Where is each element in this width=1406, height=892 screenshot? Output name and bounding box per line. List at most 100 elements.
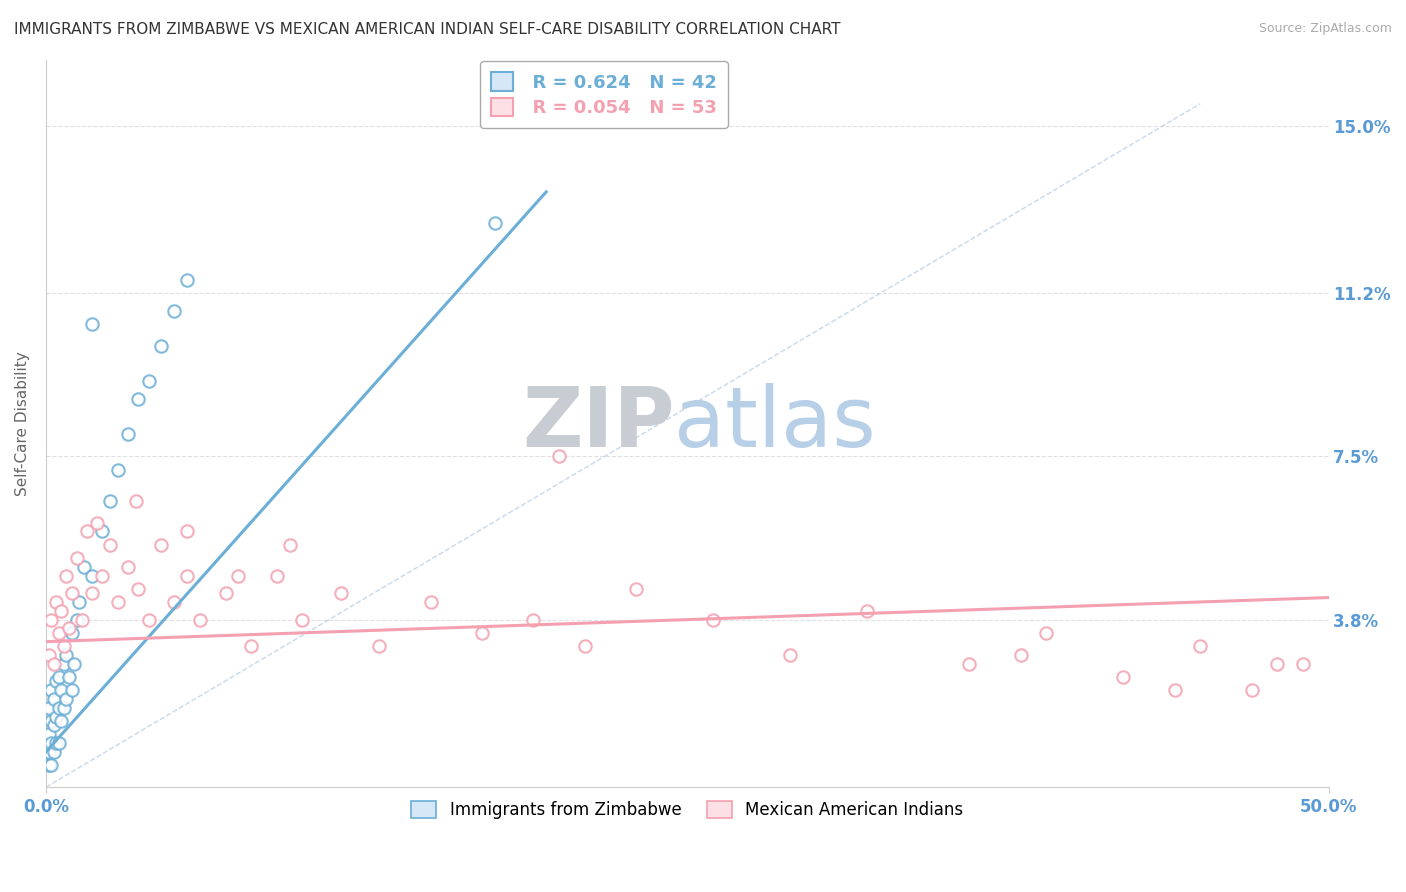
Point [67, 595, 90, 609]
Point [188, 613, 211, 627]
Point [127, 582, 149, 596]
Point [163, 595, 186, 609]
Point [957, 657, 980, 671]
Point [624, 582, 647, 596]
Point [39, 683, 62, 698]
Point [150, 339, 173, 353]
Point [419, 595, 441, 609]
Point [45, 595, 67, 609]
Point [82, 568, 104, 582]
Point [58, 622, 80, 636]
Text: Source: ZipAtlas.com: Source: ZipAtlas.com [1258, 22, 1392, 36]
Point [855, 604, 877, 618]
Point [138, 375, 160, 389]
Point [51, 714, 73, 728]
Point [52, 639, 75, 653]
Point [86, 516, 108, 530]
Point [330, 586, 353, 600]
Text: IMMIGRANTS FROM ZIMBABWE VS MEXICAN AMERICAN INDIAN SELF-CARE DISABILITY CORRELA: IMMIGRANTS FROM ZIMBABWE VS MEXICAN AMER… [14, 22, 841, 37]
Point [176, 568, 198, 582]
Point [484, 216, 506, 230]
Legend: Immigrants from Zimbabwe, Mexican American Indians: Immigrants from Zimbabwe, Mexican Americ… [405, 795, 970, 826]
Point [60, 683, 83, 698]
Point [574, 639, 596, 653]
Point [107, 463, 129, 477]
Point [38, 700, 60, 714]
Point [266, 568, 288, 582]
Point [48, 700, 70, 714]
Point [117, 559, 139, 574]
Point [522, 613, 544, 627]
Point [48, 625, 70, 640]
Point [1010, 648, 1032, 662]
Point [176, 273, 198, 287]
Point [45, 674, 67, 689]
Point [1265, 657, 1288, 671]
Point [51, 683, 73, 698]
Point [138, 613, 160, 627]
Point [214, 586, 236, 600]
Point [98, 493, 121, 508]
Point [45, 709, 67, 723]
Point [548, 450, 571, 464]
Point [82, 586, 104, 600]
Point [278, 538, 301, 552]
Point [60, 586, 83, 600]
Point [38, 648, 60, 662]
Point [42, 657, 65, 671]
Y-axis label: Self-Care Disability: Self-Care Disability [15, 351, 30, 496]
Point [76, 524, 98, 539]
Point [91, 524, 114, 539]
Point [55, 648, 77, 662]
Point [38, 758, 60, 772]
Point [39, 736, 62, 750]
Point [70, 613, 93, 627]
Point [60, 625, 83, 640]
Point [163, 304, 186, 318]
Point [176, 524, 198, 539]
Point [702, 613, 724, 627]
Point [98, 538, 121, 552]
Point [368, 639, 391, 653]
Point [58, 670, 80, 684]
Point [150, 538, 173, 552]
Point [125, 493, 148, 508]
Point [117, 427, 139, 442]
Point [1163, 683, 1185, 698]
Point [45, 736, 67, 750]
Point [471, 625, 494, 640]
Point [127, 392, 149, 406]
Point [39, 714, 62, 728]
Point [73, 559, 96, 574]
Point [51, 604, 73, 618]
Point [1035, 625, 1057, 640]
Point [48, 670, 70, 684]
Point [82, 317, 104, 331]
Point [38, 727, 60, 741]
Point [42, 745, 65, 759]
Point [66, 613, 89, 627]
Point [228, 568, 250, 582]
Point [42, 718, 65, 732]
Point [1189, 639, 1212, 653]
Point [52, 700, 75, 714]
Point [55, 692, 77, 706]
Point [1240, 683, 1263, 698]
Point [91, 568, 114, 582]
Point [1292, 657, 1315, 671]
Point [1112, 670, 1135, 684]
Point [42, 692, 65, 706]
Point [52, 657, 75, 671]
Point [107, 595, 129, 609]
Text: ZIP: ZIP [522, 383, 675, 464]
Point [39, 613, 62, 627]
Point [48, 736, 70, 750]
Point [66, 550, 89, 565]
Point [39, 758, 62, 772]
Point [240, 639, 263, 653]
Point [55, 568, 77, 582]
Point [38, 745, 60, 759]
Text: atlas: atlas [675, 383, 876, 464]
Point [291, 613, 314, 627]
Point [63, 657, 86, 671]
